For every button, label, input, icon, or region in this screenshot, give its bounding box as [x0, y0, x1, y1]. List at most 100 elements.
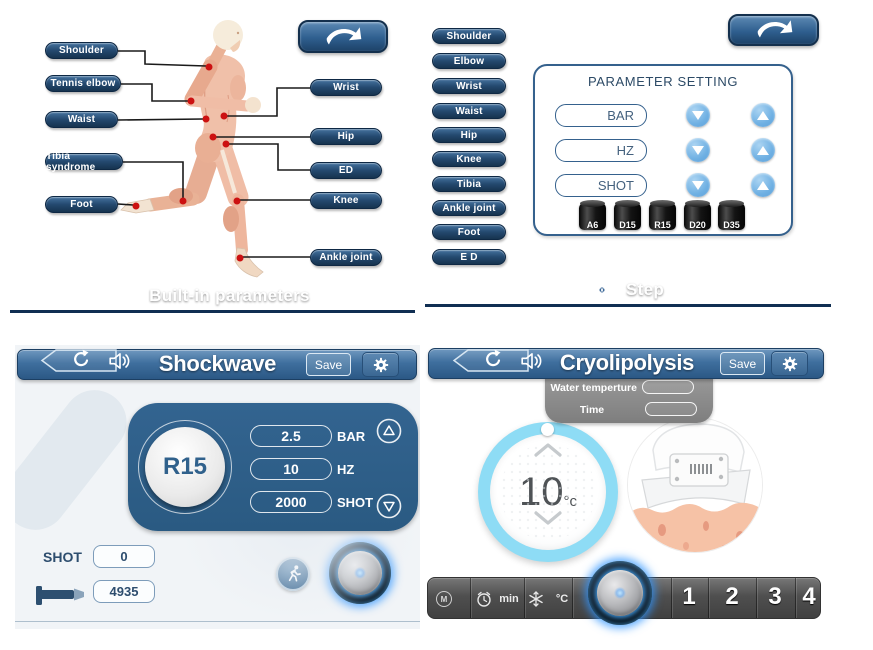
step-bodypart-elbow[interactable]: Elbow: [432, 53, 506, 69]
shot-counter-label: SHOT: [43, 549, 82, 565]
step-bodypart-tibia[interactable]: Tibia: [432, 176, 506, 192]
bar-divider: [708, 578, 709, 618]
back-refresh-button[interactable]: [451, 348, 531, 378]
level-1-button[interactable]: 1: [682, 583, 696, 610]
shot-field[interactable]: SHOT: [555, 174, 647, 197]
bodypart-button-tennis-elbow[interactable]: Tennis elbow: [45, 75, 121, 92]
back-button[interactable]: [298, 20, 388, 53]
step-bodypart-wrist[interactable]: Wrist: [432, 78, 506, 94]
back-refresh-button[interactable]: [39, 348, 119, 378]
bar-value-field[interactable]: 2.5: [250, 425, 332, 447]
step-bodypart-shoulder[interactable]: Shoulder: [432, 28, 506, 44]
triangle-down-icon: [692, 145, 704, 155]
step-bodypart-ankle-joint[interactable]: Ankle joint: [432, 200, 506, 216]
bodypart-button-hip[interactable]: Hip: [310, 128, 382, 145]
hz-field[interactable]: HZ: [555, 139, 647, 162]
triangle-down-outline-icon: [376, 493, 402, 519]
level-3-button[interactable]: 3: [768, 583, 782, 610]
applicator-label: D20: [689, 220, 706, 230]
bodypart-button-wrist[interactable]: Wrist: [310, 79, 382, 96]
bodypart-button-shoulder[interactable]: Shoulder: [45, 42, 118, 59]
celsius-unit-label[interactable]: °C: [555, 593, 569, 605]
speaker-icon: [521, 353, 542, 369]
applicator-r15[interactable]: R15: [649, 200, 676, 230]
bar-increase-button[interactable]: [751, 103, 775, 127]
settings-gear-button[interactable]: [362, 352, 399, 377]
mode-letter: M: [440, 594, 448, 604]
bodypart-button-foot[interactable]: Foot: [45, 196, 118, 213]
bar-value: 2.5: [281, 428, 301, 444]
handpiece-total-value: 4935: [109, 584, 139, 599]
label-connector-lines: [117, 50, 310, 258]
bar-decrease-button[interactable]: [686, 103, 710, 127]
time-label: Time: [579, 404, 605, 416]
gear-icon: [373, 357, 388, 372]
time-field[interactable]: [645, 402, 697, 416]
shot-increase-button[interactable]: [751, 173, 775, 197]
cryolipolysis-screen: Water temperture Time Cryolipolysis: [427, 345, 827, 630]
save-button[interactable]: Save: [306, 353, 351, 376]
applicator-a6[interactable]: A6: [579, 200, 606, 230]
step-bodypart-hip[interactable]: Hip: [432, 127, 506, 143]
speaker-button[interactable]: [520, 351, 544, 376]
hz-value-field[interactable]: 10: [250, 458, 332, 480]
start-stop-power-button[interactable]: [329, 542, 391, 604]
temperature-down-chevron[interactable]: [532, 511, 564, 525]
hz-decrease-button[interactable]: [686, 138, 710, 162]
water-temperature-field[interactable]: [642, 380, 694, 394]
dial-knob[interactable]: [541, 423, 554, 436]
step-bodypart-waist[interactable]: Waist: [432, 103, 506, 119]
bodypart-button-ankle-joint[interactable]: Ankle joint: [310, 249, 382, 266]
applicator-d20[interactable]: D20: [684, 200, 711, 230]
applicator-d35[interactable]: D35: [718, 200, 745, 230]
hz-value: 10: [283, 461, 299, 477]
temperature-up-chevron[interactable]: [532, 443, 564, 457]
step-bodypart-knee[interactable]: Knee: [432, 151, 506, 167]
applicator-knob-label: R15: [162, 453, 208, 480]
builtin-parameters-shortcut-button[interactable]: [276, 557, 310, 591]
pentagon-outline: [452, 349, 529, 372]
bodypart-button-ed[interactable]: ED: [310, 162, 382, 179]
applicator-d15[interactable]: D15: [614, 200, 641, 230]
level-4-button[interactable]: 4: [802, 583, 816, 610]
applicator-knob-button[interactable]: R15: [145, 427, 225, 507]
decrease-button[interactable]: [376, 493, 402, 519]
step-bodypart-foot[interactable]: Foot: [432, 224, 506, 240]
bodypart-label: Foot: [70, 199, 93, 210]
alarm-clock-icon[interactable]: [475, 590, 493, 608]
bodypart-label: Waist: [67, 114, 96, 125]
triangle-down-icon: [692, 180, 704, 190]
bar-field[interactable]: BAR: [555, 104, 647, 127]
hz-increase-button[interactable]: [751, 138, 775, 162]
shockwave-title: Shockwave: [158, 351, 277, 376]
save-button-label: Save: [728, 356, 757, 371]
increase-button[interactable]: [376, 418, 402, 444]
builtin-parameters-tab[interactable]: Built-in parameters: [10, 282, 415, 313]
back-arrow-icon: [326, 26, 362, 45]
minutes-unit-label[interactable]: min: [499, 593, 519, 605]
triangle-down-icon: [692, 110, 704, 120]
mode-button[interactable]: M: [436, 591, 452, 607]
level-2-button[interactable]: 2: [725, 583, 739, 610]
bodypart-button-knee[interactable]: Knee: [310, 192, 382, 209]
start-stop-power-button[interactable]: [588, 561, 652, 625]
refresh-icon: [486, 349, 501, 367]
back-button[interactable]: [728, 14, 819, 46]
shot-decrease-button[interactable]: [686, 173, 710, 197]
bodypart-label: Hip: [337, 131, 355, 142]
bodypart-button-tibia-syndrome[interactable]: Tibia syndrome: [45, 151, 123, 173]
save-button[interactable]: Save: [720, 352, 765, 375]
speaker-button[interactable]: [108, 351, 132, 376]
triangle-up-icon: [757, 110, 769, 120]
triangle-up-icon: [757, 145, 769, 155]
shot-counter-field: 0: [93, 545, 155, 568]
settings-gear-button[interactable]: [771, 351, 808, 376]
bodypart-button-waist[interactable]: Waist: [45, 111, 118, 128]
power-button-core: [338, 551, 382, 595]
shot-value-field[interactable]: 2000: [250, 491, 332, 513]
snowflake-icon[interactable]: [528, 591, 544, 607]
step-tab[interactable]: Step: [425, 276, 831, 307]
applicator-label: D15: [619, 220, 636, 230]
step-bodypart-ed[interactable]: E D: [432, 249, 506, 265]
